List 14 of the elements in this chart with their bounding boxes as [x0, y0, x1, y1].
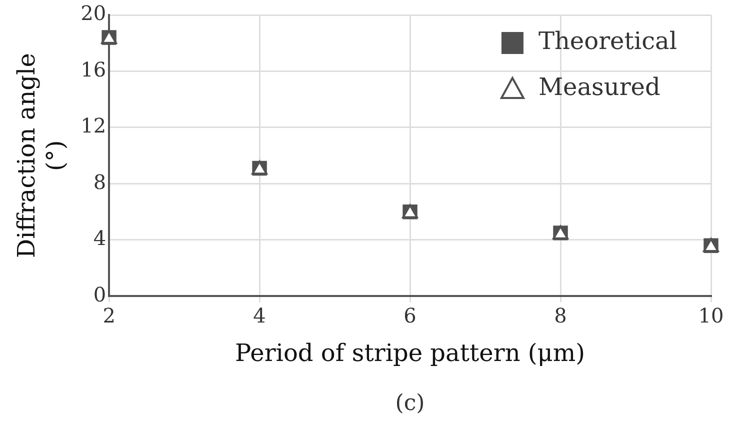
- y-axis-title: Diffraction angle (°): [12, 53, 70, 258]
- y-tick-label: 12: [80, 114, 106, 138]
- x-tick-label: 6: [404, 303, 416, 328]
- y-tick-label: 20: [80, 1, 106, 26]
- x-tick-label: 10: [698, 303, 724, 328]
- y-tick-label: 4: [93, 226, 106, 250]
- text: (c): [395, 391, 425, 416]
- y-tick-label: 8: [93, 170, 106, 194]
- x-axis-title: Period of stripe pattern (μm): [235, 338, 585, 367]
- legend-label: Theoretical: [538, 27, 678, 56]
- y-tick-label: 16: [80, 57, 106, 82]
- x-tick-label: 4: [253, 303, 266, 328]
- x-tick-label: 8: [554, 303, 567, 328]
- legend-label: Measured: [538, 73, 660, 102]
